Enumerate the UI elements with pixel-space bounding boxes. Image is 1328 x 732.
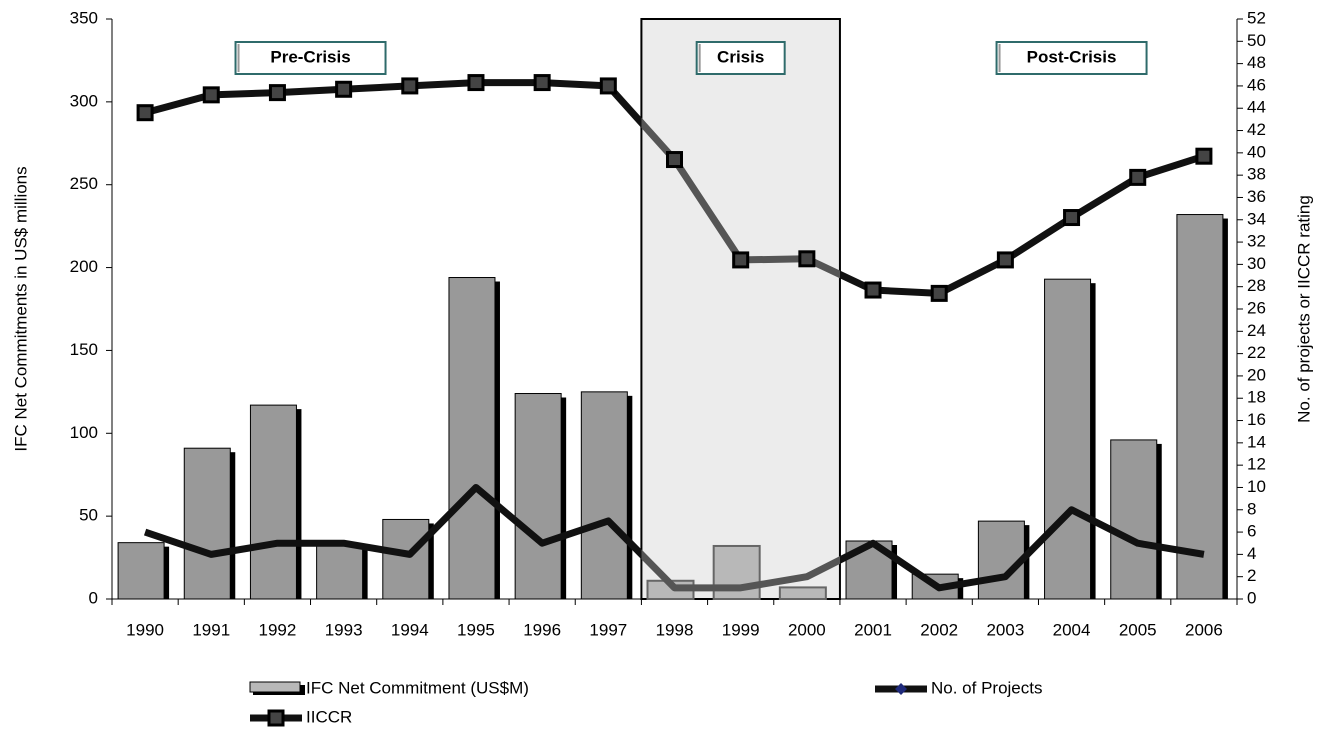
marker	[268, 84, 286, 102]
marker	[533, 74, 551, 92]
y2-tick-label: 0	[1247, 588, 1256, 607]
x-tick-label: 1997	[589, 620, 627, 639]
marker	[599, 77, 617, 95]
marker	[335, 80, 353, 98]
annotation: Pre-Crisis	[270, 47, 350, 66]
legend-marker	[267, 709, 285, 727]
crisis-zone	[640, 18, 841, 600]
x-tick-label: 2000	[788, 620, 826, 639]
bar	[249, 404, 297, 600]
bar	[1176, 214, 1224, 600]
y-tick-label: 350	[70, 8, 98, 27]
y2-tick-label: 50	[1247, 31, 1266, 50]
y2-tick-label: 38	[1247, 165, 1266, 184]
x-tick-label: 1992	[259, 620, 297, 639]
x-tick-label: 2005	[1119, 620, 1157, 639]
marker	[732, 251, 750, 269]
bar	[1044, 278, 1092, 600]
y2-tick-label: 16	[1247, 410, 1266, 429]
y-tick-label: 200	[70, 257, 98, 276]
annotation: Post-Crisis	[1027, 47, 1117, 66]
marker	[996, 251, 1014, 269]
y2-tick-label: 42	[1247, 120, 1266, 139]
marker	[136, 104, 154, 122]
annotation-box	[234, 41, 387, 75]
annotation: Crisis	[717, 47, 764, 66]
marker	[798, 250, 816, 268]
bar	[117, 542, 165, 600]
y2-tick-label: 46	[1247, 75, 1266, 94]
y2-axis-label: No. of projects or IICCR rating	[1294, 195, 1313, 423]
y-tick-label: 50	[79, 506, 98, 525]
y2-tick-label: 28	[1247, 276, 1266, 295]
y2-tick-label: 36	[1247, 187, 1266, 206]
y2-tick-label: 14	[1247, 432, 1266, 451]
y-axis-label: IFC Net Commitments in US$ millions	[11, 166, 30, 451]
x-tick-label: 1995	[457, 620, 495, 639]
legend-label: No. of Projects	[931, 678, 1043, 697]
x-tick-label: 1994	[391, 620, 429, 639]
y2-tick-label: 32	[1247, 232, 1266, 251]
x-tick-label: 1999	[722, 620, 760, 639]
marker	[1063, 209, 1081, 227]
bar	[316, 543, 364, 600]
y2-tick-label: 30	[1247, 254, 1266, 273]
x-tick-label: 1991	[192, 620, 230, 639]
marker	[401, 77, 419, 95]
x-tick-label: 1996	[523, 620, 561, 639]
annotation-box	[695, 41, 786, 75]
marker	[467, 74, 485, 92]
y2-tick-label: 40	[1247, 142, 1266, 161]
y2-tick-label: 4	[1247, 544, 1256, 563]
marker	[1195, 147, 1213, 165]
x-tick-label: 2001	[854, 620, 892, 639]
legend-marker	[895, 683, 907, 695]
legend-label: IICCR	[306, 707, 352, 726]
y-tick-label: 0	[89, 588, 98, 607]
y2-tick-label: 24	[1247, 321, 1266, 340]
y2-tick-label: 20	[1247, 365, 1266, 384]
bar	[778, 586, 827, 601]
y2-tick-label: 48	[1247, 53, 1266, 72]
y-tick-label: 150	[70, 340, 98, 359]
legend-swatch	[249, 681, 301, 693]
line	[143, 483, 1205, 592]
y2-tick-label: 2	[1247, 566, 1256, 585]
y2-tick-label: 44	[1247, 98, 1266, 117]
marker	[666, 151, 683, 169]
x-tick-label: 1990	[126, 620, 164, 639]
x-tick-label: 2002	[920, 620, 958, 639]
x-tick-label: 2006	[1185, 620, 1223, 639]
y2-tick-label: 8	[1247, 499, 1256, 518]
x-tick-label: 2004	[1053, 620, 1091, 639]
y2-tick-label: 18	[1247, 388, 1266, 407]
bar	[580, 391, 628, 600]
y2-tick-label: 52	[1247, 8, 1266, 27]
bar	[514, 393, 562, 600]
y-tick-label: 100	[70, 423, 98, 442]
bar	[382, 518, 430, 600]
marker	[930, 284, 948, 302]
marker	[864, 281, 882, 299]
y-tick-label: 300	[70, 91, 98, 110]
y2-tick-label: 34	[1247, 209, 1266, 228]
annotation-box	[995, 41, 1148, 75]
y2-tick-label: 6	[1247, 522, 1256, 541]
marker	[202, 86, 220, 104]
marker	[1129, 168, 1147, 186]
y2-tick-label: 10	[1247, 477, 1266, 496]
x-tick-label: 2003	[986, 620, 1024, 639]
x-tick-label: 1993	[325, 620, 363, 639]
legend-label: IFC Net Commitment (US$M)	[306, 678, 529, 697]
y-tick-label: 250	[70, 174, 98, 193]
bar	[1110, 439, 1158, 600]
bar	[448, 277, 496, 600]
x-tick-label: 1998	[656, 620, 694, 639]
y2-tick-label: 22	[1247, 343, 1266, 362]
bar	[183, 447, 231, 600]
y2-tick-label: 12	[1247, 455, 1266, 474]
y2-tick-label: 26	[1247, 298, 1266, 317]
